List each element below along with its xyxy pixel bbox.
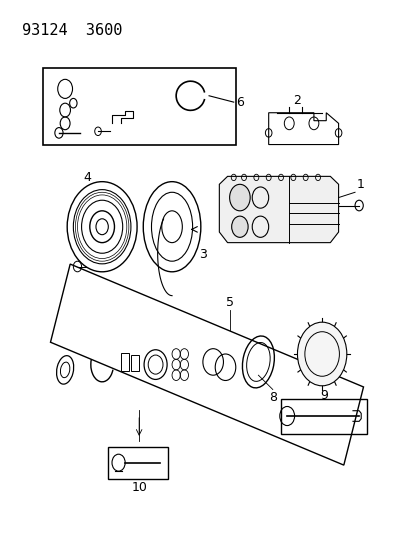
Text: 6: 6 bbox=[236, 95, 244, 109]
Circle shape bbox=[231, 216, 247, 237]
Bar bbox=[131, 354, 138, 372]
Bar bbox=[280, 399, 366, 433]
Polygon shape bbox=[50, 264, 363, 465]
Bar bbox=[108, 447, 168, 479]
Polygon shape bbox=[219, 176, 338, 243]
Circle shape bbox=[297, 322, 346, 386]
Bar bbox=[120, 353, 128, 371]
Circle shape bbox=[229, 184, 249, 211]
Text: 9: 9 bbox=[320, 389, 328, 402]
Text: 8: 8 bbox=[268, 391, 276, 404]
Text: 4: 4 bbox=[83, 171, 91, 184]
Text: 5: 5 bbox=[225, 296, 233, 309]
Text: 10: 10 bbox=[131, 481, 147, 494]
Text: 1: 1 bbox=[356, 178, 364, 191]
Text: 3: 3 bbox=[198, 248, 206, 261]
Bar bbox=[43, 68, 235, 144]
Text: 2: 2 bbox=[293, 94, 301, 108]
Polygon shape bbox=[268, 113, 338, 144]
Text: 93124  3600: 93124 3600 bbox=[22, 22, 122, 38]
